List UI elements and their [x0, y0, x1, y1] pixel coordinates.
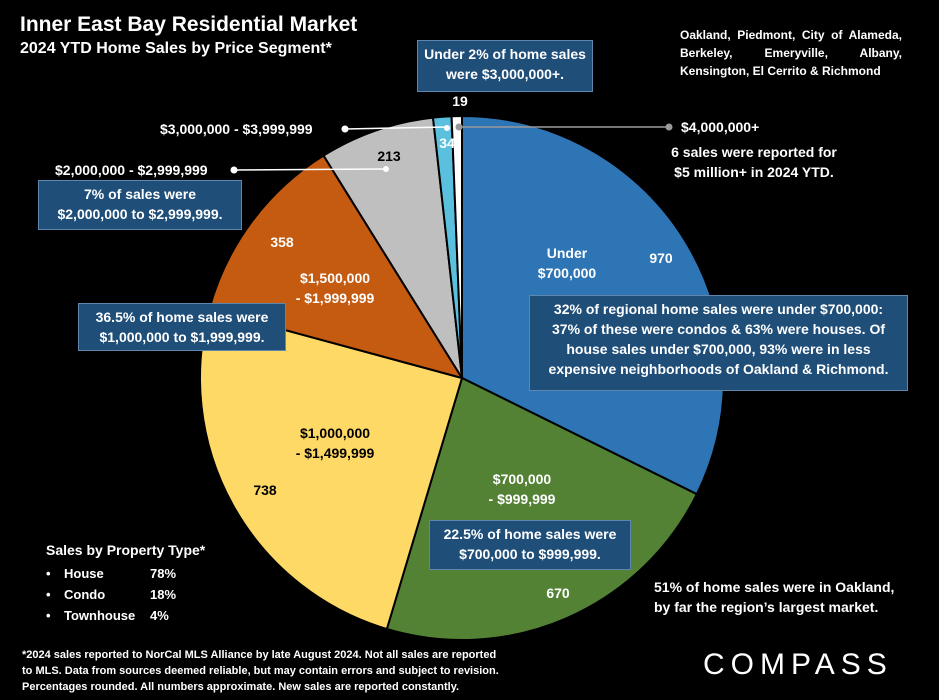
callout-22pct-line1: 22.5% of home sales were — [443, 526, 617, 542]
footnote: *2024 sales reported to NorCal MLS Allia… — [22, 647, 552, 695]
note-5m-line1: 6 sales were reported for — [671, 144, 837, 160]
slice-label-under700-line2: $700,000 — [538, 265, 597, 281]
slice-label-15m-line2: - $1,999,999 — [296, 290, 375, 306]
pointer-dot-2m-right — [383, 166, 389, 172]
callout-22pct-line2: $700,000 to $999,999. — [459, 546, 601, 562]
value-label-2m: 213 — [377, 148, 401, 164]
value-label-under700: 970 — [649, 250, 673, 266]
value-label-15m: 358 — [270, 234, 294, 250]
note-oakland: 51% of home sales were in Oakland, by fa… — [654, 577, 924, 617]
note-oakland-line2: by far the region’s largest market. — [654, 599, 879, 615]
chart-subtitle: 2024 YTD Home Sales by Price Segment* — [20, 40, 332, 57]
pie-slice-4m-plus — [450, 114, 463, 379]
bullet-icon: • — [46, 587, 51, 602]
callout-36pct-line2: $1,000,000 to $1,999,999. — [99, 329, 265, 345]
pointer-dot-3m-right — [444, 125, 450, 131]
callout-36pct: 36.5% of home sales were $1,000,000 to $… — [78, 303, 286, 351]
bullet-icon: • — [46, 608, 51, 623]
slice-label-700k-line2: - $999,999 — [489, 491, 556, 507]
pointer-dot-3m-left — [341, 125, 349, 133]
property-type-label: Townhouse — [64, 608, 136, 623]
pointer-dot-2m-left — [230, 166, 238, 174]
slice-label-1m-line1: $1,000,000 — [300, 425, 370, 441]
footnote-line1: *2024 sales reported to NorCal MLS Allia… — [22, 649, 497, 661]
pointer-dot-4m-right — [665, 123, 673, 131]
footnote-line2: to MLS. Data from sources deemed reliabl… — [22, 665, 499, 677]
callout-under-2pct-line1: Under 2% of home sales — [424, 46, 586, 62]
callout-22pct: 22.5% of home sales were $700,000 to $99… — [429, 520, 631, 570]
callout-7pct-line2: $2,000,000 to $2,999,999. — [57, 206, 223, 222]
pointer-line-3m — [344, 126, 449, 130]
pointer-line-2m — [233, 168, 387, 171]
compass-logo: COMPASS — [703, 648, 893, 681]
pointer-label-2m: $2,000,000 - $2,999,999 — [55, 162, 208, 178]
slice-label-under700-line1: Under — [547, 245, 588, 261]
pie-slice-1m-1.49m — [199, 308, 464, 631]
callout-7pct-line1: 7% of sales were — [83, 186, 197, 202]
property-type-label: Condo — [64, 587, 106, 602]
property-type-row-townhouse: • Townhouse 4% — [46, 605, 176, 626]
callout-32pct-line2: 37% of these were condos & 63% were hous… — [552, 321, 885, 337]
callout-32pct-line4: expensive neighborhoods of Oakland & Ric… — [548, 361, 889, 377]
value-label-700k: 670 — [546, 585, 570, 601]
bullet-icon: • — [46, 566, 51, 581]
value-label-3m: 34 — [439, 135, 455, 151]
callout-32pct: 32% of regional home sales were under $7… — [529, 295, 908, 391]
value-label-1m: 738 — [253, 482, 277, 498]
value-label-4m: 19 — [452, 93, 468, 109]
property-type-list: • House 78% • Condo 18% • Townhouse 4% — [46, 563, 176, 626]
property-type-label: House — [64, 566, 104, 581]
note-5m-sales: 6 sales were reported for $5 million+ in… — [654, 142, 854, 182]
callout-under-2pct: Under 2% of home sales were $3,000,000+. — [417, 40, 593, 92]
callout-32pct-line3: house sales under $700,000, 93% were in … — [566, 341, 871, 357]
pie-slice-2m-2.99m — [322, 116, 463, 379]
pointer-label-4m: $4,000,000+ — [681, 119, 759, 135]
callout-36pct-line1: 36.5% of home sales were — [95, 309, 269, 325]
callout-7pct: 7% of sales were $2,000,000 to $2,999,99… — [38, 180, 242, 230]
pointer-label-3m: $3,000,000 - $3,999,999 — [160, 121, 313, 137]
property-type-pct: 78% — [150, 566, 177, 581]
slice-label-15m-line1: $1,500,000 — [300, 270, 370, 286]
pie-slice-700k-999k — [385, 376, 699, 641]
footnote-line3: Percentages rounded. All numbers approxi… — [22, 681, 460, 693]
chart-title: Inner East Bay Residential Market — [20, 13, 358, 36]
note-5m-line2: $5 million+ in 2024 YTD. — [674, 164, 834, 180]
property-type-row-condo: • Condo 18% — [46, 584, 176, 605]
note-oakland-line1: 51% of home sales were in Oakland, — [654, 579, 895, 595]
property-type-row-house: • House 78% — [46, 563, 176, 584]
property-type-pct: 4% — [150, 608, 169, 623]
pointer-dot-4m-left — [455, 123, 463, 131]
cities-list: Oakland, Piedmont, City of Alameda, Berk… — [680, 28, 902, 78]
callout-32pct-line1: 32% of regional home sales were under $7… — [553, 301, 884, 317]
callout-under-2pct-line2: were $3,000,000+. — [446, 66, 564, 82]
property-type-title: Sales by Property Type* — [46, 542, 206, 558]
slice-label-700k-line1: $700,000 — [493, 471, 552, 487]
slice-label-1m-line2: - $1,499,999 — [296, 445, 375, 461]
property-type-pct: 18% — [150, 587, 177, 602]
